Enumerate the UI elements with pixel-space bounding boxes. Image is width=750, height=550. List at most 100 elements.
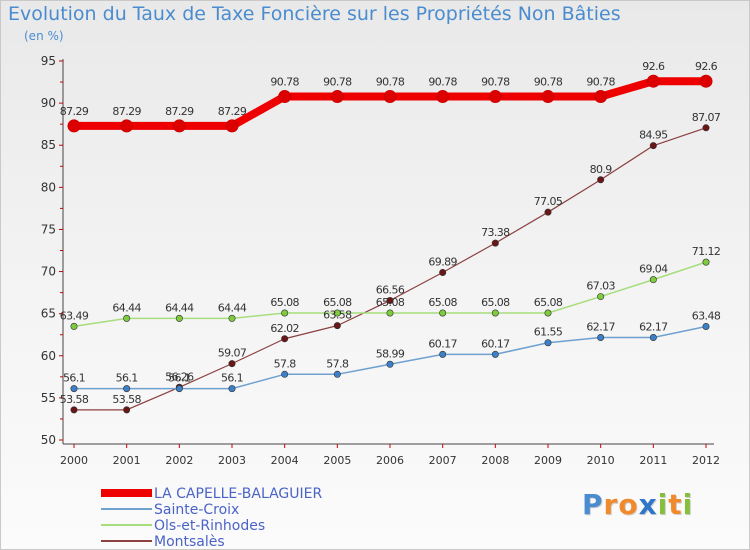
data-label: 65.08 <box>481 296 510 309</box>
data-point <box>597 293 605 301</box>
data-label: 56.1 <box>168 372 190 385</box>
data-point <box>436 90 450 104</box>
data-label: 56.1 <box>63 372 85 385</box>
data-labels: 53.58 53.58 56.26 59.07 62.02 63.58 66.56 69.89… <box>60 60 722 406</box>
data-label: 62.17 <box>586 321 615 334</box>
y-tick-label: 60 <box>41 349 56 363</box>
data-point <box>649 334 657 342</box>
data-point <box>70 406 78 414</box>
data-point <box>597 176 605 184</box>
data-label: 90.78 <box>586 76 615 89</box>
data-point <box>649 276 657 284</box>
data-label: 90.78 <box>534 76 563 89</box>
x-tick-label: 2001 <box>113 454 141 467</box>
data-point <box>702 124 710 132</box>
data-point <box>333 309 341 317</box>
data-label: 60.17 <box>481 337 510 350</box>
data-label: 61.55 <box>534 326 563 339</box>
data-point <box>649 142 657 150</box>
data-label: 60.17 <box>428 337 457 350</box>
data-point <box>330 90 344 104</box>
data-label: 69.04 <box>639 263 668 276</box>
logo-letter: o <box>618 488 639 521</box>
data-label: 90.78 <box>270 76 299 89</box>
data-point <box>67 119 81 133</box>
data-point <box>175 314 183 322</box>
logo-letter: r <box>603 488 619 521</box>
data-point <box>333 322 341 330</box>
data-label: 73.38 <box>481 226 510 239</box>
data-point <box>278 90 292 104</box>
data-label: 90.78 <box>481 76 510 89</box>
data-label: 53.58 <box>60 393 89 406</box>
logo-letter: t <box>668 488 683 521</box>
data-point <box>281 335 289 343</box>
data-label: 92.6 <box>695 60 718 73</box>
x-tick-label: 2006 <box>376 454 404 467</box>
data-label: 57.8 <box>326 357 349 370</box>
x-tick-label: 2004 <box>271 454 299 467</box>
x-tick-label: 2003 <box>218 454 246 467</box>
x-tick-label: 2010 <box>587 454 615 467</box>
data-point <box>120 119 134 133</box>
y-tick-label: 65 <box>41 307 56 321</box>
data-point <box>123 406 131 414</box>
legend-label: Montsalès <box>154 534 225 550</box>
data-label: 59.07 <box>218 347 247 360</box>
data-point <box>597 334 605 342</box>
legend-label: LA CAPELLE-BALAGUIER <box>154 486 322 502</box>
data-label: 87.07 <box>692 111 721 124</box>
data-label: 56.1 <box>221 372 243 385</box>
data-point <box>386 309 394 317</box>
data-label: 64.44 <box>165 301 194 314</box>
logo-letter: P <box>582 488 604 521</box>
data-point <box>228 360 236 368</box>
data-point <box>594 90 608 104</box>
data-label: 63.49 <box>60 309 89 322</box>
data-point <box>488 90 502 104</box>
data-label: 71.12 <box>692 245 721 258</box>
data-label: 65.08 <box>376 296 405 309</box>
data-label: 65.08 <box>270 296 299 309</box>
data-label: 64.44 <box>218 301 247 314</box>
data-label: 84.95 <box>639 129 668 142</box>
data-point <box>439 350 447 358</box>
data-label: 77.05 <box>534 195 563 208</box>
data-point <box>70 385 78 393</box>
data-label: 87.29 <box>218 105 247 118</box>
data-label: 64.44 <box>112 301 141 314</box>
x-tick-label: 2002 <box>165 454 193 467</box>
data-label: 65.08 <box>428 296 457 309</box>
data-label: 56.26 <box>165 370 194 383</box>
data-label: 66.56 <box>376 284 405 297</box>
data-point <box>491 239 499 247</box>
data-point <box>544 339 552 347</box>
data-label: 90.78 <box>376 76 405 89</box>
data-label: 92.6 <box>642 60 665 73</box>
data-point <box>439 309 447 317</box>
data-point <box>175 385 183 393</box>
data-point <box>646 74 660 88</box>
x-tick-label: 2011 <box>639 454 667 467</box>
x-tick-label: 2012 <box>692 454 720 467</box>
data-label: 65.08 <box>534 296 563 309</box>
y-tick-label: 80 <box>41 180 56 194</box>
data-label: 56.1 <box>116 372 138 385</box>
data-point <box>702 258 710 266</box>
data-point <box>70 322 78 330</box>
legend: LA CAPELLE-BALAGUIERSainte-CroixOls-et-R… <box>101 486 322 550</box>
data-label: 63.58 <box>323 309 352 322</box>
x-tick-label: 2009 <box>534 454 562 467</box>
data-point <box>172 119 186 133</box>
data-point <box>699 74 713 88</box>
x-tick-label: 2007 <box>429 454 457 467</box>
data-point <box>439 268 447 276</box>
data-point <box>228 385 236 393</box>
y-tick-label: 50 <box>41 433 56 447</box>
data-point <box>544 208 552 216</box>
data-point <box>333 370 341 378</box>
data-label: 87.29 <box>165 105 194 118</box>
data-point <box>123 314 131 322</box>
legend-label: Sainte-Croix <box>154 502 239 518</box>
